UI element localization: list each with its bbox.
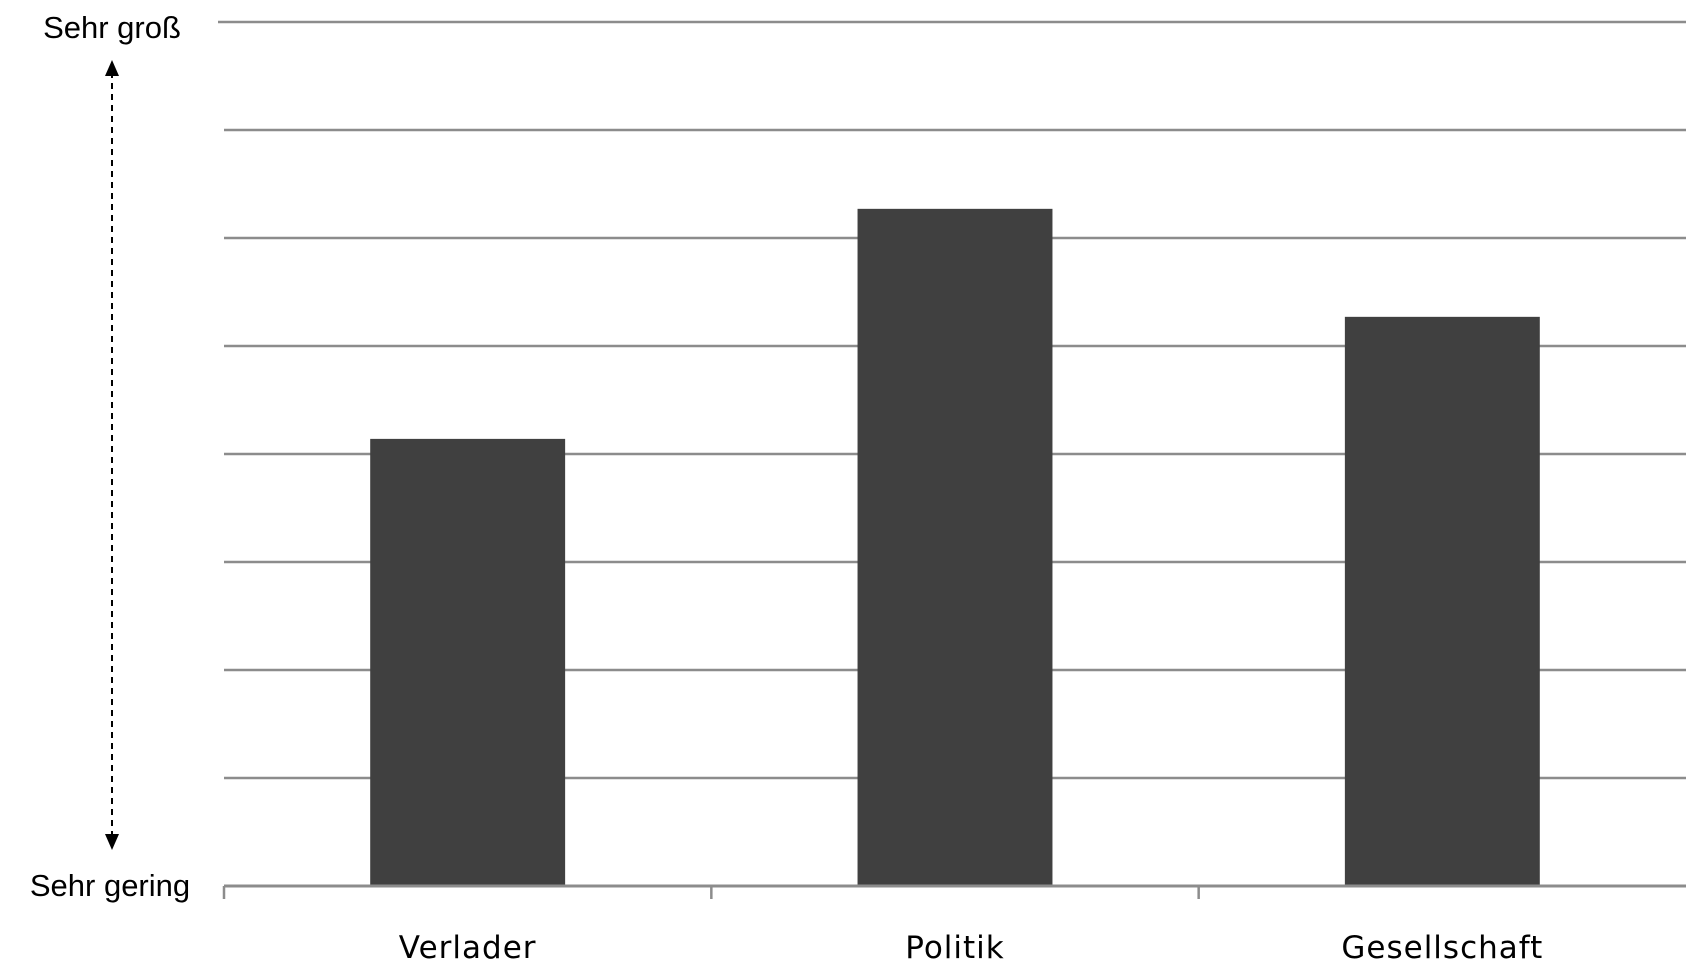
- x-tick-label: Verlader: [399, 930, 537, 966]
- x-tick-labels: Verlader Politik Gesellschaft: [399, 930, 1543, 966]
- x-axis: [222, 884, 1686, 899]
- y-tick-label-top: Sehr groß: [43, 10, 181, 45]
- x-tick-label: Gesellschaft: [1341, 930, 1543, 966]
- y-tick-label-bottom: Sehr gering: [30, 868, 190, 903]
- y-scale-arrow: [105, 60, 119, 850]
- bars: [370, 208, 1540, 887]
- arrow-up-icon: [105, 60, 119, 76]
- bar-verlader: [370, 438, 566, 886]
- bar-politik: [857, 208, 1053, 887]
- bar-gesellschaft: [1344, 316, 1540, 887]
- arrow-down-icon: [105, 834, 119, 850]
- x-tick-label: Politik: [905, 930, 1005, 966]
